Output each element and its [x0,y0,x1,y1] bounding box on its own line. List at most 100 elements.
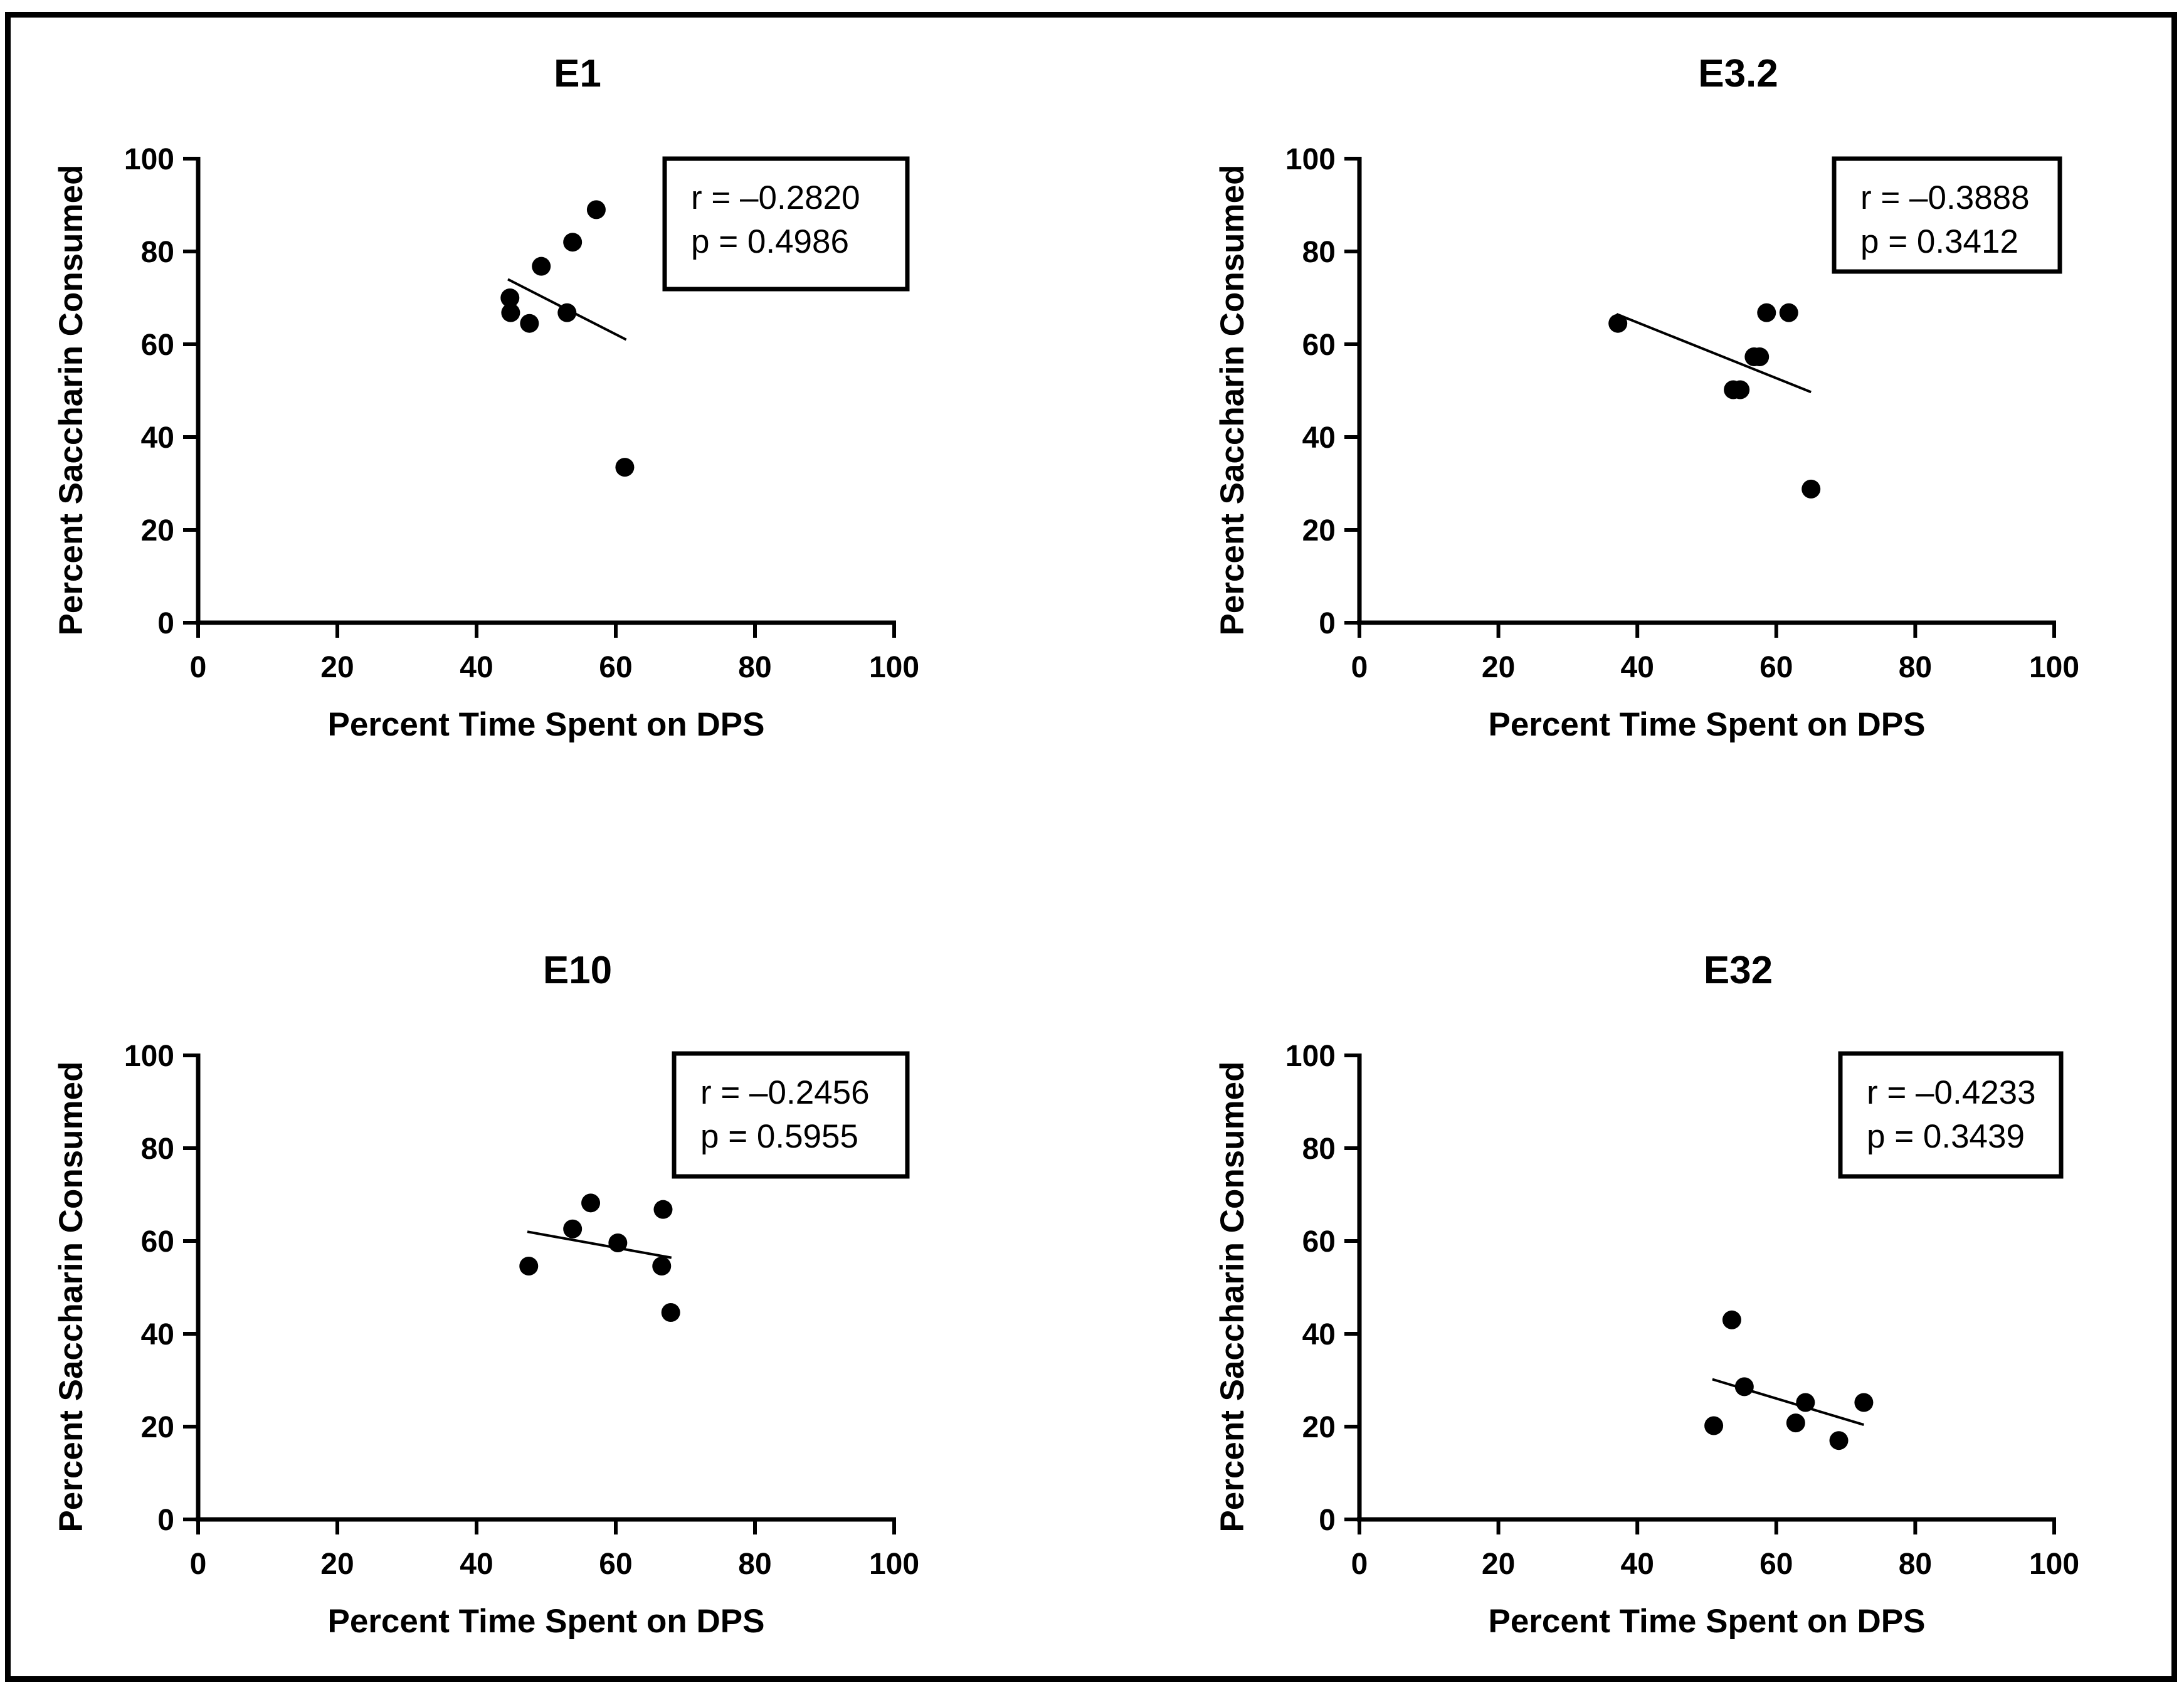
scatter-point [1829,1431,1849,1450]
scatter-point [1750,347,1770,366]
scatter-point [615,458,635,477]
y-tick-label: 60 [141,329,174,362]
scatter-point [608,1233,628,1252]
y-tick-label: 100 [1285,143,1336,176]
chart-title: E3.2 [1698,52,1778,95]
x-tick-label: 0 [190,651,207,684]
x-axis-label: Percent Time Spent on DPS [327,1603,764,1640]
scatter-point [500,288,520,307]
data-marks [1608,303,1821,499]
y-axis: 0 20 40 60 80 100 [124,143,201,640]
stats-box-border [1832,156,2062,274]
x-axis: 0 20 40 60 80 100 [190,620,919,684]
y-tick-label: 100 [124,143,174,176]
scatter-point [519,1256,539,1275]
stat-r-value: r = –0.2456 [700,1074,870,1111]
x-tick-label: 40 [1621,1548,1654,1581]
figure-frame [5,12,2177,1682]
y-axis-label: Percent Saccharin Consumed [53,1061,90,1532]
x-tick-label: 60 [599,651,632,684]
x-axis-label: Percent Time Spent on DPS [327,706,764,743]
x-tick-label: 0 [1351,651,1368,684]
x-tick-label: 80 [738,1548,771,1581]
x-tick-label: 100 [2029,1548,2079,1581]
x-tick-label: 60 [1759,1548,1793,1581]
scatter-point [1608,314,1628,333]
x-tick-label: 80 [1899,651,1932,684]
y-tick-label: 60 [141,1225,174,1259]
scatter-point [1779,303,1798,322]
y-tick-label: 20 [1302,514,1336,547]
stat-r-value: r = –0.2820 [691,179,860,216]
x-tick-label: 0 [190,1548,207,1581]
scatter-point [501,303,520,322]
stats-box: r = –0.2820 p = 0.4986 [662,156,910,292]
y-tick-label: 20 [1302,1411,1336,1444]
y-axis: 0 20 40 60 80 100 [124,1040,201,1537]
scatter-point [520,314,539,333]
scatter-point [557,303,577,322]
x-tick-label: 20 [320,651,354,684]
x-tick-label: 20 [320,1548,354,1581]
x-axis: 0 20 40 60 80 100 [1351,1517,2079,1581]
y-tick-label: 40 [141,1318,174,1351]
scatter-point [1757,303,1776,322]
scatter-point [581,1193,601,1213]
scatter-point [1802,479,1821,499]
chart-title: E10 [543,949,612,992]
stats-box-border [1838,1051,2064,1179]
y-tick-label: 100 [1285,1040,1336,1073]
y-tick-label: 80 [141,1133,174,1166]
x-axis-label: Percent Time Spent on DPS [1488,706,1925,743]
y-tick-label: 40 [1302,421,1336,455]
regression-line [527,1230,672,1259]
y-tick-label: 80 [1302,236,1336,269]
scatter-point [1796,1393,1815,1412]
scatter-point [532,256,551,276]
x-tick-label: 100 [2029,651,2079,684]
y-tick-label: 20 [141,514,174,547]
scatter-point [1722,1310,1741,1329]
scatter-point [1854,1393,1874,1412]
y-tick-label: 0 [1319,1504,1336,1537]
stats-box-border [672,1051,910,1179]
y-tick-label: 0 [157,1504,174,1537]
y-tick-label: 20 [141,1411,174,1444]
scatter-point [1786,1413,1805,1433]
x-axis: 0 20 40 60 80 100 [1351,620,2079,684]
stat-p-value: p = 0.3412 [1860,223,2018,260]
y-tick-label: 100 [124,1040,174,1073]
y-tick-label: 80 [1302,1133,1336,1166]
x-tick-label: 40 [1621,651,1654,684]
x-axis: 0 20 40 60 80 100 [190,1517,919,1581]
scatter-point [661,1302,680,1322]
scatter-point [563,1219,583,1238]
data-marks [1704,1310,1874,1450]
scatter-point [586,200,606,219]
y-axis-label: Percent Saccharin Consumed [53,164,90,635]
stats-box: r = –0.3888 p = 0.3412 [1832,156,2062,274]
stats-box-border [662,156,910,292]
y-tick-label: 60 [1302,329,1336,362]
y-axis: 0 20 40 60 80 100 [1285,143,1362,640]
regression-line [1616,313,1812,394]
x-tick-label: 100 [869,651,919,684]
y-tick-label: 40 [141,421,174,455]
scatter-point [652,1256,672,1275]
x-tick-label: 100 [869,1548,919,1581]
y-tick-label: 40 [1302,1318,1336,1351]
panel-e1: E1 0 20 40 60 80 100 0 20 40 60 80 100 Percent Tim… [53,52,919,743]
scatter-point [653,1200,673,1219]
x-tick-label: 80 [1899,1548,1932,1581]
stats-box: r = –0.4233 p = 0.3439 [1838,1051,2064,1179]
data-marks [500,200,635,477]
stat-p-value: p = 0.4986 [691,223,849,260]
y-tick-label: 60 [1302,1225,1336,1259]
y-axis-label: Percent Saccharin Consumed [1214,164,1251,635]
y-axis: 0 20 40 60 80 100 [1285,1040,1362,1537]
x-axis-label: Percent Time Spent on DPS [1488,1603,1925,1640]
scatter-point [1734,1377,1754,1397]
y-tick-label: 80 [141,236,174,269]
stat-r-value: r = –0.4233 [1867,1074,2036,1111]
